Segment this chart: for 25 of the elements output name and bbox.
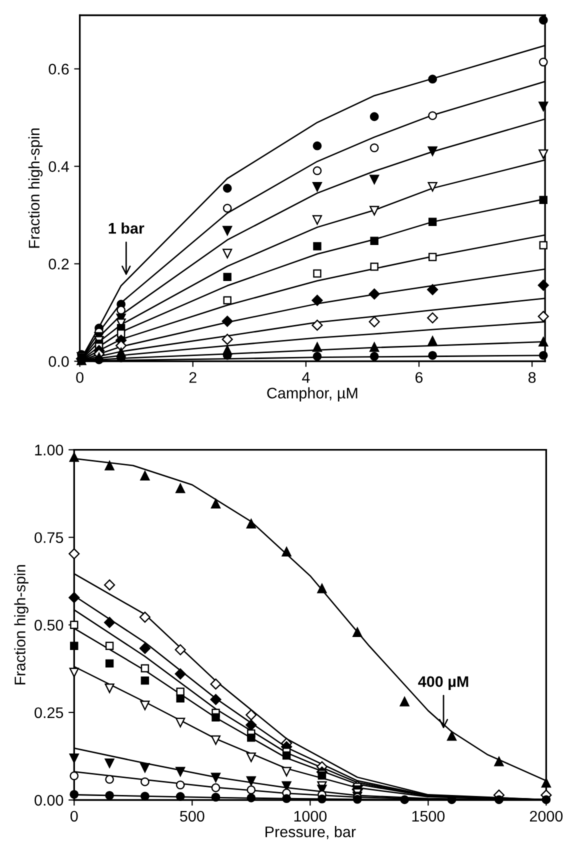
x-tick-label: 0 xyxy=(76,372,84,383)
x-tick-label: 8 xyxy=(528,372,536,383)
x-tick-label: 0 xyxy=(70,810,78,822)
y-tick-label: 0.75 xyxy=(34,532,64,544)
x-axis-title: Pressure, bar xyxy=(266,826,356,840)
y-tick-label: 1.00 xyxy=(35,444,64,456)
x-tick-label: 4 xyxy=(302,372,310,383)
y-tick-label: 0.00 xyxy=(34,794,64,806)
x-tick-label: 2000 xyxy=(530,810,563,822)
y-tick-label: 0.2 xyxy=(48,258,69,270)
y-tick-label: 0.6 xyxy=(48,64,69,75)
y-axis-title: Fraction high-spin xyxy=(28,128,43,248)
x-axis-title: Camphor, µM xyxy=(267,387,358,402)
x-tick-label: 2 xyxy=(189,372,196,383)
x-tick-label: 1000 xyxy=(294,810,327,822)
y-tick-label: 0.0 xyxy=(48,356,69,367)
y-axis-title: Fraction high-spin xyxy=(14,565,28,684)
x-tick-label: 500 xyxy=(180,810,204,822)
y-tick-label: 0.50 xyxy=(34,620,64,631)
annotation: 400 µM xyxy=(418,676,468,690)
annotation: 1 bar xyxy=(108,222,144,234)
y-tick-label: 0.25 xyxy=(34,707,64,718)
x-tick-label: 6 xyxy=(416,372,423,383)
x-tick-label: 1500 xyxy=(412,810,445,822)
y-tick-label: 0.4 xyxy=(48,161,69,172)
